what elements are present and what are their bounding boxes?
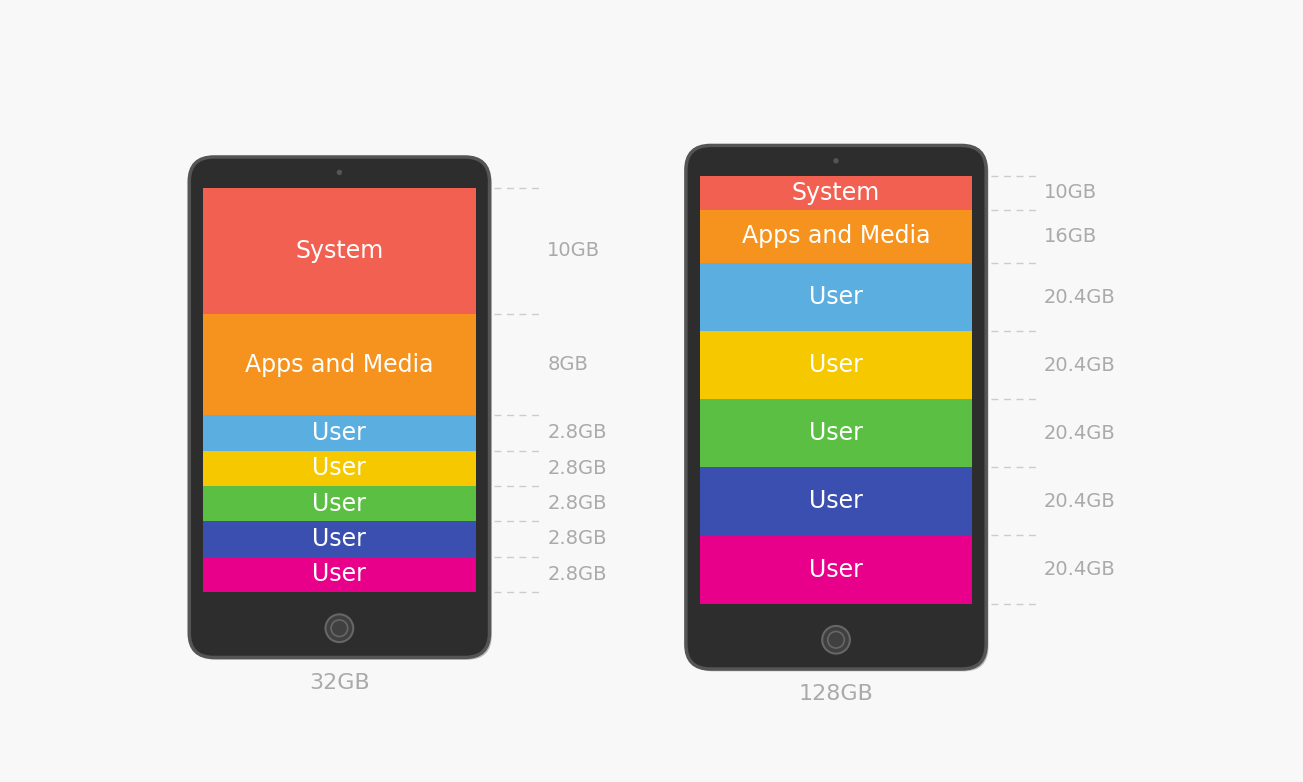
Text: User: User bbox=[313, 421, 366, 445]
Bar bbox=[203, 415, 476, 450]
Circle shape bbox=[822, 626, 850, 654]
Text: 2.8GB: 2.8GB bbox=[547, 423, 607, 443]
Text: User: User bbox=[313, 562, 366, 586]
Text: User: User bbox=[809, 558, 863, 582]
Bar bbox=[700, 468, 972, 536]
Bar bbox=[203, 486, 476, 522]
Text: 2.8GB: 2.8GB bbox=[547, 494, 607, 513]
Text: 20.4GB: 20.4GB bbox=[1044, 560, 1115, 579]
Bar bbox=[203, 188, 476, 592]
Text: User: User bbox=[313, 492, 366, 515]
Bar bbox=[203, 314, 476, 415]
Text: User: User bbox=[809, 353, 863, 377]
FancyBboxPatch shape bbox=[685, 145, 986, 669]
Bar bbox=[203, 522, 476, 557]
Bar bbox=[700, 210, 972, 263]
Bar bbox=[700, 536, 972, 604]
Circle shape bbox=[834, 158, 839, 163]
Text: 2.8GB: 2.8GB bbox=[547, 459, 607, 478]
Bar bbox=[700, 331, 972, 400]
Text: 20.4GB: 20.4GB bbox=[1044, 492, 1115, 511]
Text: User: User bbox=[313, 527, 366, 551]
Text: 2.8GB: 2.8GB bbox=[547, 565, 607, 584]
Text: 16GB: 16GB bbox=[1044, 227, 1097, 246]
Bar bbox=[203, 188, 476, 314]
Text: 128GB: 128GB bbox=[799, 684, 873, 705]
Text: User: User bbox=[809, 421, 863, 445]
Text: User: User bbox=[313, 456, 366, 480]
Text: 20.4GB: 20.4GB bbox=[1044, 288, 1115, 307]
Text: Apps and Media: Apps and Media bbox=[245, 353, 434, 377]
FancyBboxPatch shape bbox=[192, 160, 491, 660]
Text: 10GB: 10GB bbox=[547, 242, 601, 260]
Circle shape bbox=[326, 615, 353, 642]
Bar bbox=[203, 557, 476, 592]
Text: 20.4GB: 20.4GB bbox=[1044, 424, 1115, 443]
Text: Apps and Media: Apps and Media bbox=[741, 224, 930, 249]
Text: 32GB: 32GB bbox=[309, 673, 370, 693]
Text: System: System bbox=[296, 239, 383, 263]
Text: 20.4GB: 20.4GB bbox=[1044, 356, 1115, 375]
FancyBboxPatch shape bbox=[189, 157, 490, 658]
FancyBboxPatch shape bbox=[688, 148, 989, 671]
Text: System: System bbox=[792, 181, 880, 205]
Text: User: User bbox=[809, 490, 863, 514]
Text: 10GB: 10GB bbox=[1044, 184, 1097, 203]
Bar bbox=[203, 450, 476, 486]
Bar bbox=[700, 400, 972, 468]
Bar bbox=[700, 176, 972, 210]
Circle shape bbox=[336, 170, 343, 175]
Text: 2.8GB: 2.8GB bbox=[547, 529, 607, 548]
Bar bbox=[700, 263, 972, 331]
Bar bbox=[700, 176, 972, 604]
Text: User: User bbox=[809, 285, 863, 309]
Text: 8GB: 8GB bbox=[547, 355, 588, 374]
